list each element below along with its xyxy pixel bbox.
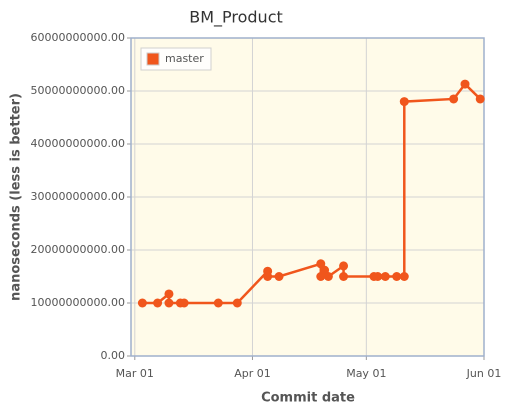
legend-swatch [146, 52, 160, 66]
data-point [392, 272, 402, 281]
x-tick-label: Apr 01 [234, 367, 271, 380]
data-point [399, 272, 409, 281]
data-point [449, 94, 459, 104]
y-axis-label: nanoseconds (less is better) [9, 93, 24, 301]
y-tick-label: 0.00 [101, 349, 126, 362]
y-tick-label: 10000000000.00 [31, 296, 125, 309]
legend-label: master [165, 52, 204, 65]
data-point [232, 298, 242, 308]
data-point [380, 272, 390, 281]
data-point [137, 298, 147, 308]
data-point [399, 97, 409, 107]
plot-border [130, 37, 485, 357]
data-point [153, 298, 163, 308]
x-tick-label: May 01 [346, 367, 386, 380]
data-point [213, 298, 223, 308]
data-point [339, 272, 349, 281]
x-tick-label: Jun 01 [466, 367, 502, 380]
data-point [373, 272, 383, 281]
x-axis-label: Commit date [261, 391, 355, 406]
data-point [179, 298, 189, 308]
y-tick-label: 30000000000.00 [31, 190, 125, 203]
x-tick-label: Mar 01 [116, 367, 154, 380]
data-point [263, 272, 273, 281]
data-point [339, 261, 349, 271]
data-point [164, 289, 174, 299]
data-point [274, 272, 284, 281]
data-point [475, 94, 485, 104]
y-tick-label: 20000000000.00 [31, 243, 125, 256]
y-tick-label: 60000000000.00 [31, 31, 125, 44]
y-tick-label: 50000000000.00 [31, 84, 125, 97]
data-point [164, 298, 174, 308]
y-tick-label: 40000000000.00 [31, 137, 125, 150]
chart-title: BM_Product [189, 8, 283, 28]
data-point [323, 272, 333, 281]
data-point [460, 79, 470, 89]
